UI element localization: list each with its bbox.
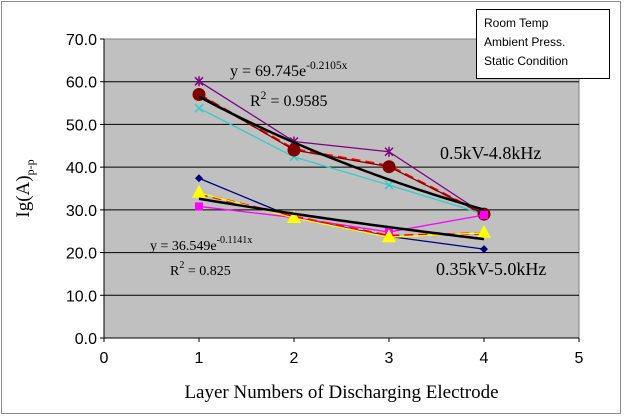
y-tick-label: 10.0 [66, 288, 97, 305]
group-label-2: 0.35kV-5.0kHz [436, 259, 546, 279]
data-point [384, 146, 394, 157]
data-point [382, 229, 396, 243]
data-point [195, 174, 203, 183]
x-tick-label: 2 [290, 350, 299, 367]
y-tick-label: 60.0 [66, 75, 97, 92]
trendline-1-r2: R2 = 0.9585 [250, 90, 327, 110]
condition-static: Static Condition [484, 54, 569, 68]
data-point [384, 180, 394, 190]
series-line [198, 93, 485, 215]
series-line [198, 205, 485, 233]
conditions-box: Room Temp Ambient Press. Static Conditio… [476, 9, 610, 79]
data-point [480, 245, 488, 254]
trendline-2 [198, 197, 485, 241]
data-point [477, 224, 491, 238]
series-line [198, 80, 485, 215]
series-line [198, 107, 485, 215]
data-point [287, 143, 301, 157]
y-tick-label: 0.0 [75, 331, 97, 348]
x-tick-label: 0 [100, 350, 109, 367]
x-axis-title: Layer Numbers of Discharging Electrode [184, 382, 498, 403]
trendline-2-equation: y = 36.549e-0.1141x [150, 235, 252, 254]
x-tick-label: 5 [575, 350, 584, 367]
x-tick-label: 3 [385, 350, 394, 367]
trendline-2-r2: R2 = 0.825 [170, 260, 231, 279]
plot-area [103, 38, 580, 339]
trendline-1 [198, 95, 485, 211]
data-point [287, 209, 301, 223]
data-point [480, 210, 488, 219]
y-tick-label: 30.0 [66, 203, 97, 220]
y-axis-title: Ig(A)p-p [13, 159, 37, 217]
condition-pressure: Ambient Press. [484, 35, 566, 49]
data-point [195, 202, 203, 211]
data-point [194, 76, 204, 87]
x-tick-label: 4 [480, 350, 489, 367]
x-tick-label: 1 [195, 350, 204, 367]
data-point [192, 184, 206, 198]
y-tick-label: 20.0 [66, 246, 97, 263]
y-tick-label: 50.0 [66, 117, 97, 134]
data-point [382, 160, 396, 174]
y-tick-label: 70.0 [66, 32, 97, 49]
trendline-1-equation: y = 69.745e-0.2105x [230, 60, 348, 80]
y-tick-label: 40.0 [66, 160, 97, 177]
group-label-1: 0.5kV-4.8kHz [440, 143, 541, 163]
condition-temperature: Room Temp [484, 16, 549, 30]
data-point [194, 103, 204, 113]
